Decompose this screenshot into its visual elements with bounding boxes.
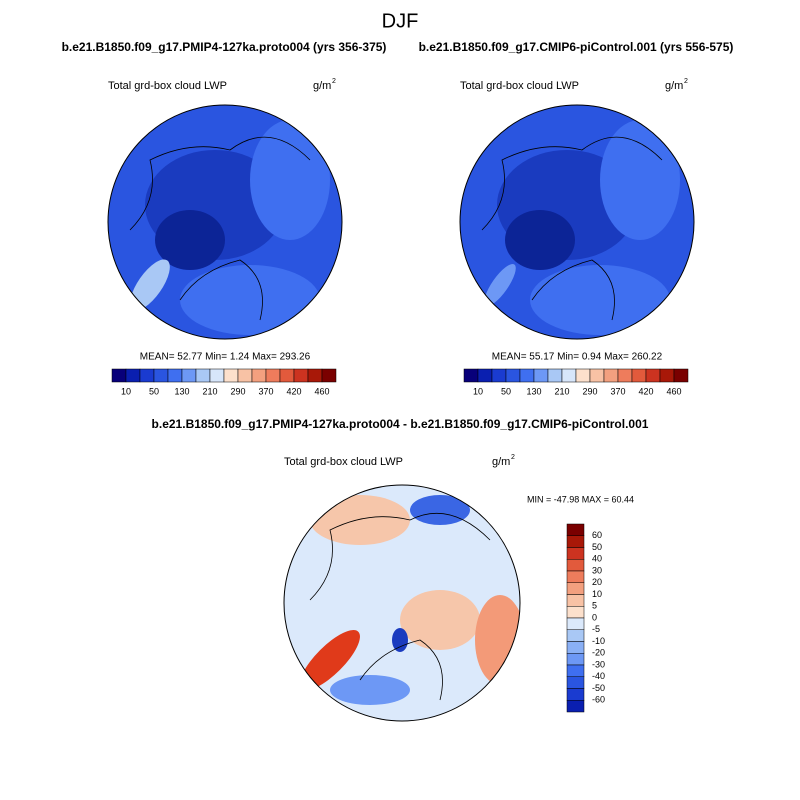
colorbar-box: [659, 368, 675, 383]
colorbar-box: [617, 368, 633, 383]
colorbar-box: [111, 368, 127, 383]
colorbar-box: [603, 368, 619, 383]
colorbar-box: [139, 368, 155, 383]
colorbar-label: -20: [592, 648, 605, 658]
panel-stats: MIN = -47.98 MAX = 60.44: [527, 494, 634, 504]
panel-variable: Total grd-box cloud LWP: [108, 80, 227, 92]
colorbar-box: [153, 368, 169, 383]
colorbar-label: 60: [592, 530, 602, 540]
colorbar-box: [209, 368, 225, 383]
colorbar-label: 30: [592, 565, 602, 575]
colorbar-box: [566, 617, 585, 630]
colorbar-box: [307, 368, 323, 383]
colorbar-box: [223, 368, 239, 383]
colorbar-label: -50: [592, 683, 605, 693]
panel-stats: MEAN= 55.17 Min= 0.94 Max= 260.22: [492, 352, 663, 363]
units: g/m: [665, 80, 683, 92]
colorbar-box: [533, 368, 549, 383]
colorbar-label: 210: [554, 386, 569, 396]
colorbar-label: 50: [592, 542, 602, 552]
colorbar-box: [673, 368, 689, 383]
colorbar-label: 5: [592, 601, 597, 611]
colorbar-box: [491, 368, 507, 383]
colorbar-box: [566, 629, 585, 642]
panel-stats: MEAN= 52.77 Min= 1.24 Max= 293.26: [140, 352, 311, 363]
colorbar-label: 290: [230, 386, 245, 396]
colorbar-box: [631, 368, 647, 383]
colorbar-label: 130: [526, 386, 541, 396]
colorbar-box: [566, 559, 585, 572]
colorbar-label: 370: [610, 386, 625, 396]
colorbar-label: 10: [473, 386, 483, 396]
colorbar-box: [575, 368, 591, 383]
colorbar-box: [477, 368, 493, 383]
colorbar-box: [547, 368, 563, 383]
colorbar-box: [181, 368, 197, 383]
colorbar-box: [566, 594, 585, 607]
colorbar-box: [566, 535, 585, 548]
colorbar-box: [566, 570, 585, 583]
colorbar-box: [195, 368, 211, 383]
units: g/m: [313, 80, 331, 92]
colorbar-label: 20: [592, 577, 602, 587]
colorbar-label: -30: [592, 659, 605, 669]
colorbar-box: [589, 368, 605, 383]
colorbar-box: [566, 653, 585, 666]
colorbar-box: [645, 368, 661, 383]
units-exponent: 2: [332, 78, 336, 85]
colorbar-label: 0: [592, 612, 597, 622]
colorbar-box: [279, 368, 295, 383]
units: g/m: [492, 456, 510, 468]
colorbar-label: 460: [314, 386, 329, 396]
colorbar-box: [265, 368, 281, 383]
colorbar-box: [519, 368, 535, 383]
colorbar-box: [561, 368, 577, 383]
colorbar-box: [237, 368, 253, 383]
colorbar-box: [566, 523, 585, 536]
colorbar-label: 10: [592, 589, 602, 599]
colorbar-label: -5: [592, 624, 600, 634]
colorbar-box: [463, 368, 479, 383]
colorbar-label: 10: [121, 386, 131, 396]
colorbar-box: [566, 700, 585, 713]
units-exponent: 2: [511, 454, 515, 461]
colorbar-label: -10: [592, 636, 605, 646]
colorbar-box: [321, 368, 337, 383]
colorbar-box: [167, 368, 183, 383]
panel-variable: Total grd-box cloud LWP: [284, 456, 403, 468]
colorbar-box: [566, 676, 585, 689]
colorbar-box: [125, 368, 141, 383]
map: [284, 485, 520, 721]
colorbar-label: 130: [174, 386, 189, 396]
map: [108, 105, 342, 339]
colorbar-box: [566, 688, 585, 701]
colorbar-box: [566, 547, 585, 560]
colorbar-box: [566, 664, 585, 677]
colorbar-box: [293, 368, 309, 383]
units-exponent: 2: [684, 78, 688, 85]
colorbar-label: 460: [666, 386, 681, 396]
colorbar-label: 50: [501, 386, 511, 396]
colorbar-box: [566, 582, 585, 595]
colorbar-label: -40: [592, 671, 605, 681]
colorbar-label: 420: [286, 386, 301, 396]
panel-subtitle: b.e21.B1850.f09_g17.CMIP6-piControl.001 …: [419, 40, 734, 54]
map: [460, 105, 694, 339]
colorbar-label: 210: [202, 386, 217, 396]
colorbar-label: 50: [149, 386, 159, 396]
colorbar-label: 370: [258, 386, 273, 396]
figure-title: DJF: [382, 10, 419, 32]
colorbar-label: 420: [638, 386, 653, 396]
colorbar-label: -60: [592, 695, 605, 705]
colorbar-box: [251, 368, 267, 383]
colorbar-label: 290: [582, 386, 597, 396]
panel-variable: Total grd-box cloud LWP: [460, 80, 579, 92]
colorbar-box: [566, 641, 585, 654]
panel-subtitle: b.e21.B1850.f09_g17.PMIP4-127ka.proto004…: [152, 417, 649, 431]
panel-subtitle: b.e21.B1850.f09_g17.PMIP4-127ka.proto004…: [62, 40, 387, 54]
colorbar-box: [566, 606, 585, 619]
colorbar-label: 40: [592, 554, 602, 564]
colorbar-box: [505, 368, 521, 383]
